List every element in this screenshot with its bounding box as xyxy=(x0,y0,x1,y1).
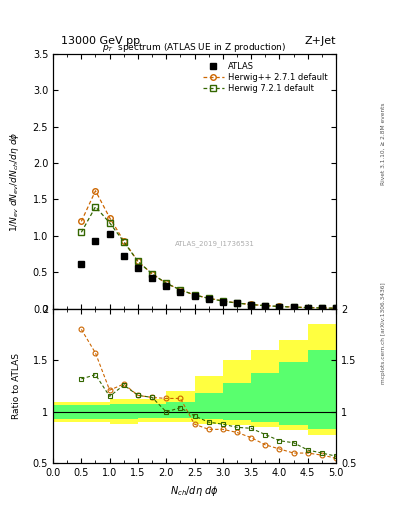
ATLAS xyxy=(79,261,84,267)
Herwig 7.2.1 default xyxy=(263,303,268,309)
X-axis label: $N_{ch}/d\eta\ d\phi$: $N_{ch}/d\eta\ d\phi$ xyxy=(170,484,219,498)
ATLAS xyxy=(263,303,268,309)
Herwig 7.2.1 default xyxy=(150,271,154,277)
Herwig 7.2.1 default xyxy=(178,287,183,293)
Text: mcplots.cern.ch [arXiv:1306.3436]: mcplots.cern.ch [arXiv:1306.3436] xyxy=(381,282,386,383)
Herwig++ 2.7.1 default xyxy=(263,303,268,309)
Herwig 7.2.1 default xyxy=(291,304,296,310)
ATLAS xyxy=(277,304,282,310)
ATLAS xyxy=(178,289,183,295)
Legend: ATLAS, Herwig++ 2.7.1 default, Herwig 7.2.1 default: ATLAS, Herwig++ 2.7.1 default, Herwig 7.… xyxy=(201,60,329,95)
Herwig++ 2.7.1 default xyxy=(93,188,98,194)
Herwig++ 2.7.1 default xyxy=(136,259,140,265)
Herwig 7.2.1 default xyxy=(334,305,338,311)
Herwig 7.2.1 default xyxy=(249,302,253,308)
Herwig 7.2.1 default xyxy=(107,220,112,226)
Herwig++ 2.7.1 default xyxy=(107,215,112,221)
Herwig++ 2.7.1 default xyxy=(305,305,310,311)
Text: 13000 GeV pp: 13000 GeV pp xyxy=(61,36,140,46)
ATLAS xyxy=(305,305,310,311)
Herwig 7.2.1 default xyxy=(79,229,84,236)
ATLAS xyxy=(249,302,253,308)
ATLAS xyxy=(93,238,98,244)
Herwig++ 2.7.1 default xyxy=(150,271,154,277)
Text: Z+Jet: Z+Jet xyxy=(305,36,336,46)
Herwig 7.2.1 default xyxy=(220,298,225,304)
Herwig++ 2.7.1 default xyxy=(121,238,126,244)
ATLAS xyxy=(192,293,197,300)
ATLAS xyxy=(320,305,324,311)
Herwig++ 2.7.1 default xyxy=(220,298,225,304)
Herwig++ 2.7.1 default xyxy=(206,295,211,301)
ATLAS xyxy=(121,252,126,259)
Herwig 7.2.1 default xyxy=(192,292,197,298)
Herwig++ 2.7.1 default xyxy=(277,304,282,310)
ATLAS xyxy=(136,265,140,271)
Herwig 7.2.1 default xyxy=(305,305,310,311)
Herwig 7.2.1 default xyxy=(136,259,140,265)
Herwig++ 2.7.1 default xyxy=(79,218,84,224)
Herwig++ 2.7.1 default xyxy=(192,292,197,298)
Herwig 7.2.1 default xyxy=(235,300,239,306)
ATLAS xyxy=(291,304,296,310)
Y-axis label: $1/N_{ev}\ dN_{ev}/dN_{ch}/d\eta\ d\phi$: $1/N_{ev}\ dN_{ev}/dN_{ch}/d\eta\ d\phi$ xyxy=(7,131,20,231)
Herwig++ 2.7.1 default xyxy=(334,305,338,311)
Text: ATLAS_2019_I1736531: ATLAS_2019_I1736531 xyxy=(175,240,255,247)
Title: $p_T$  spectrum (ATLAS UE in Z production): $p_T$ spectrum (ATLAS UE in Z production… xyxy=(102,40,287,54)
ATLAS xyxy=(164,283,169,289)
Herwig 7.2.1 default xyxy=(277,304,282,310)
ATLAS xyxy=(220,298,225,305)
Herwig 7.2.1 default xyxy=(206,295,211,302)
Herwig++ 2.7.1 default xyxy=(164,280,169,286)
ATLAS xyxy=(334,305,338,311)
Y-axis label: Ratio to ATLAS: Ratio to ATLAS xyxy=(11,353,20,419)
Herwig++ 2.7.1 default xyxy=(249,302,253,308)
Herwig 7.2.1 default xyxy=(320,305,324,311)
Line: Herwig++ 2.7.1 default: Herwig++ 2.7.1 default xyxy=(79,188,339,311)
Text: Rivet 3.1.10, ≥ 2.8M events: Rivet 3.1.10, ≥ 2.8M events xyxy=(381,102,386,185)
Herwig++ 2.7.1 default xyxy=(291,304,296,310)
ATLAS xyxy=(150,275,154,281)
Line: Herwig 7.2.1 default: Herwig 7.2.1 default xyxy=(79,204,339,311)
Herwig 7.2.1 default xyxy=(121,239,126,245)
Herwig++ 2.7.1 default xyxy=(235,300,239,306)
ATLAS xyxy=(235,300,239,306)
Line: ATLAS: ATLAS xyxy=(79,231,339,311)
Herwig++ 2.7.1 default xyxy=(178,287,183,293)
ATLAS xyxy=(107,231,112,237)
Herwig 7.2.1 default xyxy=(93,204,98,210)
Herwig++ 2.7.1 default xyxy=(320,305,324,311)
Herwig 7.2.1 default xyxy=(164,280,169,286)
ATLAS xyxy=(206,296,211,303)
